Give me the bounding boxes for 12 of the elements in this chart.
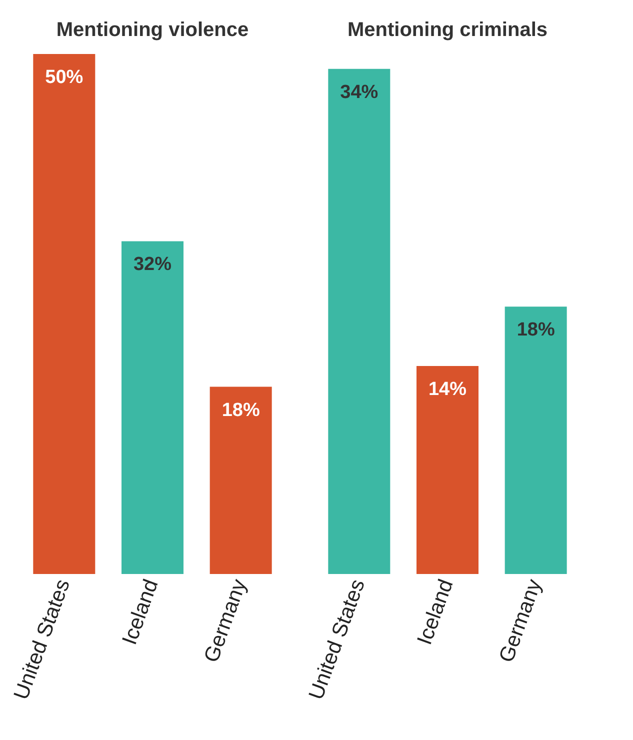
data-label: 32%: [133, 254, 172, 276]
data-label: 14%: [428, 379, 467, 400]
chart-title: Mentioning violence: [56, 19, 249, 41]
x-tick-label: United States: [10, 576, 75, 703]
chart-title: Mentioning criminals: [347, 19, 548, 41]
x-tick-label: United States: [304, 576, 370, 703]
data-label: 50%: [45, 67, 84, 88]
x-tick-label: Iceland: [413, 576, 458, 648]
data-label: 34%: [340, 82, 378, 103]
x-tick-label: Iceland: [118, 576, 163, 648]
data-label: 18%: [516, 320, 555, 341]
data-label: 18%: [222, 400, 260, 421]
